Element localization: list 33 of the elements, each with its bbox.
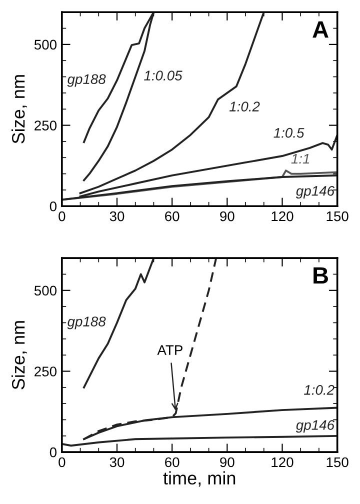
y-tick-label: 500: [34, 40, 57, 50]
chart-title: B: [314, 267, 328, 284]
y-tick-label: 250: [34, 366, 57, 376]
y-axis-title: Size, nm: [12, 75, 27, 144]
series-label: 1:0.2: [229, 102, 260, 112]
x-tick-label: 60: [165, 457, 180, 468]
x-tick-label: 120: [272, 457, 294, 468]
series-label: 1:1: [291, 154, 310, 164]
series-label: gp146: [296, 186, 335, 199]
y-tick-label: 0: [50, 447, 57, 458]
y-tick-label: 0: [50, 201, 57, 212]
annotation: ATP: [157, 345, 182, 355]
x-tick-label: 60: [165, 211, 180, 222]
x-tick-label: 90: [220, 211, 234, 222]
x-axis-title: time, min: [163, 471, 236, 487]
series-label: 1:0.2: [304, 385, 334, 395]
x-tick-label: 120: [272, 211, 294, 222]
x-tick-label: 30: [110, 211, 124, 222]
x-tick-label: 0: [58, 457, 66, 468]
series-label: gp188: [67, 74, 106, 87]
y-axis-title: Size, nm: [12, 321, 27, 390]
x-tick-label: 30: [110, 457, 124, 468]
y-tick-label: 500: [34, 286, 57, 296]
x-tick-label: 0: [58, 211, 66, 222]
x-tick-label: 150: [326, 457, 348, 468]
y-tick-label: 250: [34, 120, 57, 130]
series-label: 1:0.05: [144, 70, 182, 81]
series-label: gp146: [296, 420, 335, 433]
chart-title: A: [312, 21, 328, 38]
x-tick-label: 150: [326, 211, 348, 222]
x-tick-label: 90: [220, 457, 234, 468]
series-label: 1:0.5: [274, 128, 304, 138]
series-label: gp188: [67, 316, 106, 330]
